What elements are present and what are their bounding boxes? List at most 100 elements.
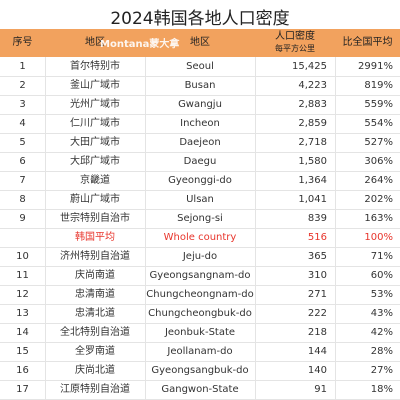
table-cell: 釜山广域市 xyxy=(70,80,120,91)
table-cell: 4 xyxy=(19,118,26,129)
header-cell: 地区 xyxy=(190,37,210,48)
table-row: 5 大田广域市 Daejeon 2,718 527% xyxy=(0,133,400,153)
table-cell: 222 xyxy=(307,308,327,319)
table-row: 6 大邱广域市 Daegu 1,580 306% xyxy=(0,152,400,172)
table-cell: 28% xyxy=(370,346,393,357)
table-cell: 3 xyxy=(19,99,26,110)
table-cell: 42% xyxy=(370,327,393,338)
table-cell: 8 xyxy=(19,194,26,205)
table-cell: 10 xyxy=(16,251,29,262)
table-cell: Gyeongsangbuk-do xyxy=(151,365,249,376)
table-cell: 6 xyxy=(19,156,26,167)
table-cell: 16 xyxy=(16,365,29,376)
table-cell: 首尔特别市 xyxy=(70,61,120,72)
table-cell: 15,425 xyxy=(292,61,327,72)
table-cell: 12 xyxy=(16,289,29,300)
table-cell: Seoul xyxy=(186,61,214,72)
table-cell: Gangwon-State xyxy=(161,384,239,395)
table-row: 7 京畿道 Gyeonggi-do 1,364 264% xyxy=(0,171,400,191)
table-cell: 9 xyxy=(19,213,26,224)
table-cell: 4,223 xyxy=(298,80,327,91)
table-cell: Incheon xyxy=(180,118,220,129)
table-row: 8 蔚山广域市 Ulsan 1,041 202% xyxy=(0,190,400,210)
table-cell: 43% xyxy=(370,308,393,319)
table-row: 韩国平均 Whole country 516 100% xyxy=(0,228,400,248)
table-cell: 仁川广域市 xyxy=(70,118,120,129)
table-cell: 大邱广域市 xyxy=(70,156,120,167)
table-cell: 1 xyxy=(19,61,26,72)
table-row: 9 世宗特别自治市 Sejong-si 839 163% xyxy=(0,209,400,229)
table-cell: 839 xyxy=(307,213,327,224)
table-cell: 516 xyxy=(307,232,327,243)
table-cell: 全罗南道 xyxy=(75,346,115,357)
table-cell: 大田广域市 xyxy=(70,137,120,148)
table-cell: 1,041 xyxy=(298,194,327,205)
watermark: Montana蒙大拿 xyxy=(100,39,180,50)
table-row: 14 全北特别自治道 Jeonbuk-State 218 42% xyxy=(0,323,400,343)
table-cell: Gyeongsangnam-do xyxy=(149,270,251,281)
table-cell: 光州广域市 xyxy=(70,99,120,110)
table-cell: 1,364 xyxy=(298,175,327,186)
table-row: 11 庆尚南道 Gyeongsangnam-do 310 60% xyxy=(0,266,400,286)
table-cell: Gwangju xyxy=(178,99,222,110)
table-cell: 2,859 xyxy=(298,118,327,129)
table-cell: 1,580 xyxy=(298,156,327,167)
table-cell: 2991% xyxy=(358,61,393,72)
table-cell: 11 xyxy=(16,270,29,281)
table-cell: 世宗特别自治市 xyxy=(60,213,130,224)
table-cell: 5 xyxy=(19,137,26,148)
table-cell: 京畿道 xyxy=(80,175,110,186)
table-cell: Jeollanam-do xyxy=(167,346,233,357)
table-cell: 27% xyxy=(370,365,393,376)
table-row: 2 釜山广域市 Busan 4,223 819% xyxy=(0,76,400,96)
table-cell: 庆尚南道 xyxy=(75,270,115,281)
table-row: 13 忠清北道 Chungcheongbuk-do 222 43% xyxy=(0,304,400,324)
table-cell: 91 xyxy=(314,384,327,395)
table-cell: Daejeon xyxy=(179,137,221,148)
table-row: 10 济州特别自治道 Jeju-do 365 71% xyxy=(0,247,400,267)
table-cell: 17 xyxy=(16,384,29,395)
table-cell: 济州特别自治道 xyxy=(60,251,130,262)
table-cell: 蔚山广域市 xyxy=(70,194,120,205)
table-cell: 庆尚北道 xyxy=(75,365,115,376)
table-cell: Chungcheongnam-do xyxy=(146,289,254,300)
title: 2024韩国各地人口密度 xyxy=(110,9,290,29)
header-text: 人口密度 xyxy=(275,31,315,42)
table-cell: 2 xyxy=(19,80,26,91)
table-cell: 554% xyxy=(364,118,393,129)
table-row: 3 光州广域市 Gwangju 2,883 559% xyxy=(0,95,400,115)
table-row: 1 首尔特别市 Seoul 15,425 2991% xyxy=(0,57,400,77)
header-cell: 地区 xyxy=(85,37,105,48)
table-cell: 819% xyxy=(364,80,393,91)
table-cell: 163% xyxy=(364,213,393,224)
table-cell: 江原特别自治道 xyxy=(60,384,130,395)
table-cell: 7 xyxy=(19,175,26,186)
table-cell: 271 xyxy=(307,289,327,300)
table-cell: 2,718 xyxy=(298,137,327,148)
table-cell: 306% xyxy=(364,156,393,167)
header-cell: 人口密度 每平方公里 xyxy=(255,29,335,57)
table-cell: 53% xyxy=(370,289,393,300)
table-row: 4 仁川广域市 Incheon 2,859 554% xyxy=(0,114,400,134)
table-cell: 527% xyxy=(364,137,393,148)
table-cell: 忠清南道 xyxy=(75,289,115,300)
table-cell: 559% xyxy=(364,99,393,110)
table-cell: 18% xyxy=(370,384,393,395)
table-header: 序号 地区 Montana蒙大拿 地区 人口密度每平方公里 比全国平均 xyxy=(0,29,400,57)
table-cell: 忠清北道 xyxy=(75,308,115,319)
table-cell: 2,883 xyxy=(298,99,327,110)
table-cell: 100% xyxy=(364,232,393,243)
header-unit: 每平方公里 xyxy=(275,44,315,53)
table-cell: 264% xyxy=(364,175,393,186)
table-row: 12 忠清南道 Chungcheongnam-do 271 53% xyxy=(0,285,400,305)
table-cell: 140 xyxy=(307,365,327,376)
table-cell: 365 xyxy=(307,251,327,262)
table-cell: 全北特别自治道 xyxy=(60,327,130,338)
table-cell: Busan xyxy=(184,80,216,91)
header-cell: 比全国平均 xyxy=(342,37,393,48)
table-cell: Daegu xyxy=(183,156,217,167)
header-cell: 序号 xyxy=(12,37,33,48)
table-cell: 60% xyxy=(370,270,393,281)
table-cell: Sejong-si xyxy=(177,213,223,224)
